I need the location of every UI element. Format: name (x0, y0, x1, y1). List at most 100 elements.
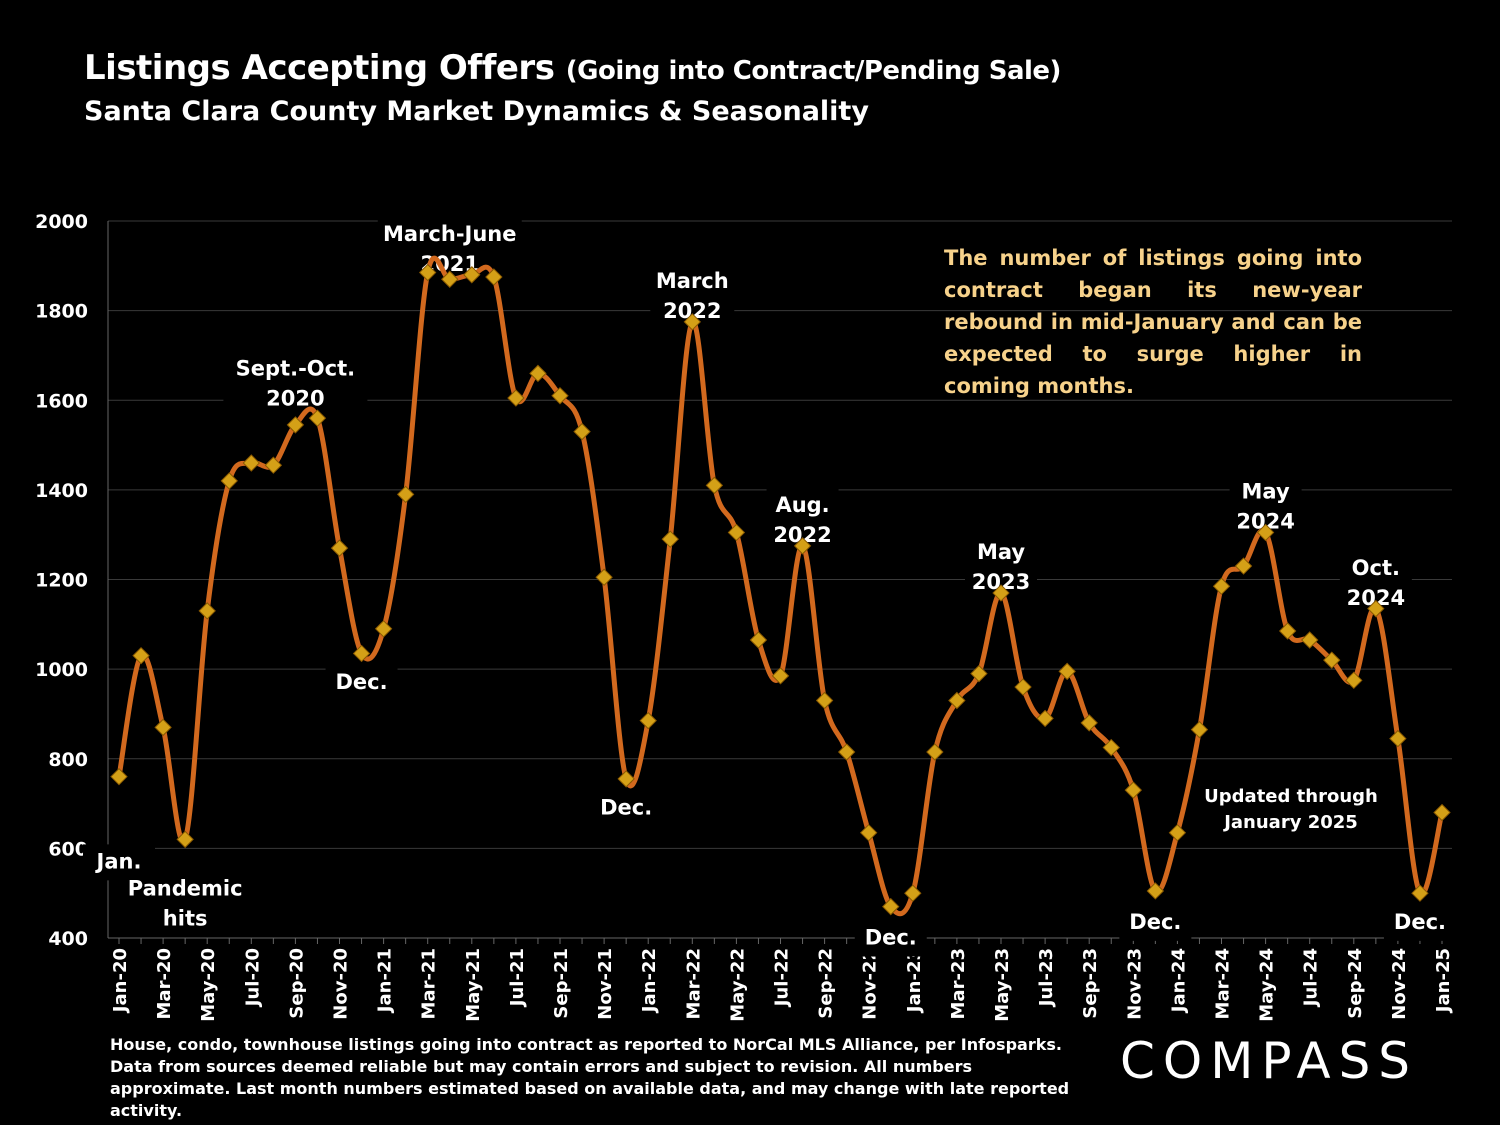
data-point-Aug-22 (793, 537, 812, 555)
annotation-label: Dec. (854, 920, 927, 957)
data-point-May-24 (1256, 523, 1275, 542)
data-point-Aug-21 (529, 364, 547, 383)
x-tick-label: Mar-20 (154, 948, 175, 1019)
x-tick-label: May-23 (992, 948, 1013, 1022)
data-point-Jul-23 (1036, 709, 1054, 728)
data-point-May-20 (198, 602, 216, 620)
y-tick-label: 400 (48, 928, 88, 950)
data-point-May-21 (463, 266, 481, 284)
annotation-text: Dec. (1394, 910, 1446, 934)
data-point-Apr-23 (970, 664, 988, 683)
annotation-text: Oct. (1352, 556, 1400, 580)
annotation-text: Dec. (865, 926, 917, 950)
data-point-Sep-21 (551, 387, 569, 405)
annotation-text: 2020 (266, 386, 324, 410)
data-point-Feb-20 (132, 646, 150, 665)
data-point-Dec-21 (617, 770, 635, 788)
annotation-backdrop (125, 871, 246, 938)
data-point-Feb-22 (661, 530, 679, 548)
footnote: House, condo, townhouse listings going i… (110, 1035, 1070, 1120)
y-tick-label: 1200 (35, 570, 88, 592)
axes: 400 600 800 1000 1200 1400 1600 1800 2000 Jan-20 M… (35, 211, 1454, 1022)
data-point-Jul-20 (242, 454, 261, 472)
x-tick-label: Jan-22 (639, 948, 660, 1014)
data-point-Feb-24 (1190, 720, 1209, 739)
data-point-Mar-20 (154, 718, 172, 737)
data-point-Jul-22 (771, 667, 790, 685)
data-point-Mar-24 (1212, 577, 1231, 595)
annotation-backdrop (854, 920, 927, 957)
x-tick-label: Nov-24 (1389, 948, 1410, 1020)
x-tick-label: Jan-21 (375, 948, 396, 1014)
data-point-Aug-24 (1323, 651, 1341, 669)
compass-logo: COMPASS (1120, 1032, 1419, 1090)
y-tick-label: 600 (48, 838, 88, 860)
annotation-text: Aug. (775, 493, 829, 517)
x-tick-label: May-21 (463, 948, 484, 1022)
data-point-Nov-24 (1389, 729, 1407, 748)
data-point-Jun-23 (1014, 678, 1032, 696)
data-point-Sep-24 (1345, 671, 1363, 690)
y-tick-label: 1400 (35, 480, 88, 502)
annotation-text: Dec. (1129, 910, 1181, 934)
data-point-Dec-24 (1411, 884, 1429, 902)
chart-title: Listings Accepting Offers (Going into Co… (84, 48, 1061, 88)
x-tick-label: Sep-22 (816, 948, 837, 1019)
x-tick-label: Jul-24 (1301, 948, 1322, 1008)
data-point-Dec-23 (1146, 882, 1165, 900)
x-tick-label: May-20 (198, 948, 219, 1022)
x-tick-label: May-24 (1257, 948, 1278, 1022)
x-tick-label: Jul-20 (242, 948, 263, 1008)
data-point-Sep-23 (1080, 714, 1098, 732)
series-markers (110, 263, 1451, 916)
data-point-Dec-20 (352, 644, 371, 663)
x-tick-label: Nov-21 (595, 948, 616, 1020)
annotation-backdrop (1383, 904, 1456, 941)
data-point-Jan-23 (904, 884, 922, 902)
x-tick-label: Sep-20 (286, 948, 307, 1019)
x-tick-label: Sep-23 (1080, 948, 1101, 1019)
data-point-Apr-22 (705, 476, 724, 495)
x-tick-label: Nov-22 (860, 948, 881, 1020)
annotation-text: March (656, 269, 729, 293)
data-point-Mar-23 (948, 691, 966, 710)
annotation-label: Dec. (325, 665, 398, 702)
data-point-Sep-20 (286, 416, 305, 434)
data-point-Jan-24 (1168, 823, 1187, 842)
annotation-backdrop (325, 665, 398, 702)
y-tick-label: 1800 (35, 301, 88, 323)
data-point-Nov-22 (859, 823, 878, 842)
chart-subtitle: Santa Clara County Market Dynamics & Sea… (84, 96, 869, 127)
data-point-Apr-21 (441, 270, 459, 288)
data-point-May-22 (727, 523, 746, 542)
data-point-Apr-20 (176, 830, 194, 849)
data-point-Jun-22 (749, 631, 768, 649)
data-point-Oct-23 (1102, 738, 1120, 757)
annotation-label: Oct.2024 (1339, 550, 1412, 617)
data-point-Mar-21 (418, 263, 437, 282)
x-tick-label: May-22 (727, 948, 748, 1022)
x-tick-label: Nov-20 (331, 948, 352, 1020)
data-point-Apr-24 (1234, 557, 1253, 575)
series-line (116, 255, 1445, 917)
y-tick-label: 1600 (35, 390, 88, 412)
annotation-label: Dec. (1383, 904, 1456, 941)
data-point-Jan-22 (639, 711, 657, 730)
callout-text: The number of listings going into contra… (944, 246, 1362, 398)
x-tick-label: Sep-21 (551, 948, 572, 1019)
annotation-text: Dec. (600, 796, 652, 820)
chart-title-main: Listings Accepting Offers (84, 48, 555, 88)
annotation-backdrop (1119, 904, 1192, 941)
x-tick-label: Mar-23 (948, 948, 969, 1019)
annotation-text: Sept.-Oct. (236, 356, 355, 380)
x-tick-label: Jul-22 (772, 948, 793, 1008)
annotation-label: Sept.-Oct. 2020 (223, 351, 368, 418)
data-point-Jan-25 (1433, 803, 1451, 822)
x-tick-label: Jan-25 (1433, 948, 1454, 1014)
x-tick-label: Sep-24 (1345, 948, 1366, 1019)
data-point-Jul-21 (507, 389, 525, 407)
series-line-path (116, 255, 1445, 917)
data-point-Jan-20 (110, 767, 128, 786)
